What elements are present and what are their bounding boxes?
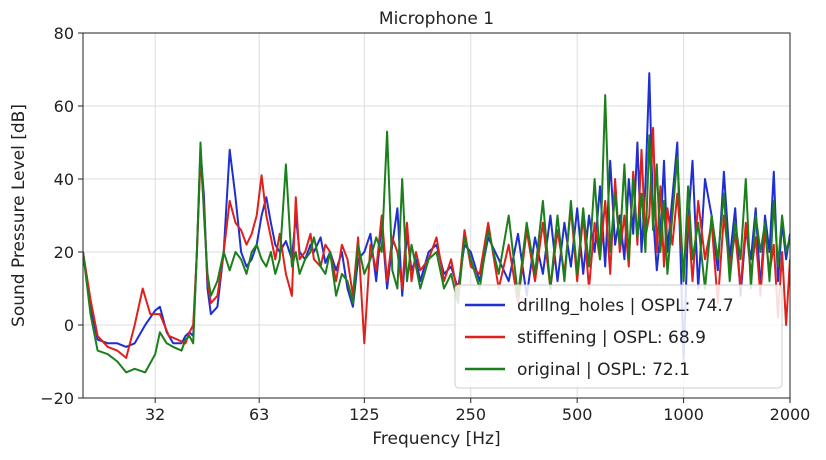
y-axis: −20 0 20 40 60 80: [40, 24, 83, 408]
x-tick-label: 250: [455, 405, 486, 424]
legend-box: [454, 284, 783, 389]
y-tick-label: 80: [54, 24, 74, 43]
y-tick-label: −20: [40, 389, 74, 408]
legend-label: drillng_holes | OSPL: 74.7: [517, 296, 734, 316]
legend-label: stiffening | OSPL: 68.9: [517, 328, 706, 348]
x-tick-label: 125: [349, 405, 380, 424]
x-tick-label: 63: [249, 405, 269, 424]
y-tick-label: 0: [64, 316, 74, 335]
x-tick-label: 32: [145, 405, 165, 424]
y-tick-label: 60: [54, 97, 74, 116]
x-axis-label: Frequency [Hz]: [372, 429, 500, 449]
x-tick-label: 1000: [663, 405, 704, 424]
legend-label: original | OSPL: 72.1: [517, 360, 690, 380]
y-tick-label: 20: [54, 243, 74, 262]
series-line-2: [83, 94, 790, 374]
chart-title: Microphone 1: [379, 9, 494, 29]
x-axis: 32 63 125 250 500 1000 2000: [145, 398, 810, 424]
plot-frame: [82, 32, 791, 399]
x-tick-label: 500: [562, 405, 593, 424]
legend: drillng_holes | OSPL: 74.7 stiffening | O…: [454, 284, 783, 389]
y-tick-label: 40: [54, 170, 74, 189]
y-axis-label: Sound Pressure Level [dB]: [9, 104, 29, 327]
x-tick-label: 2000: [770, 405, 811, 424]
